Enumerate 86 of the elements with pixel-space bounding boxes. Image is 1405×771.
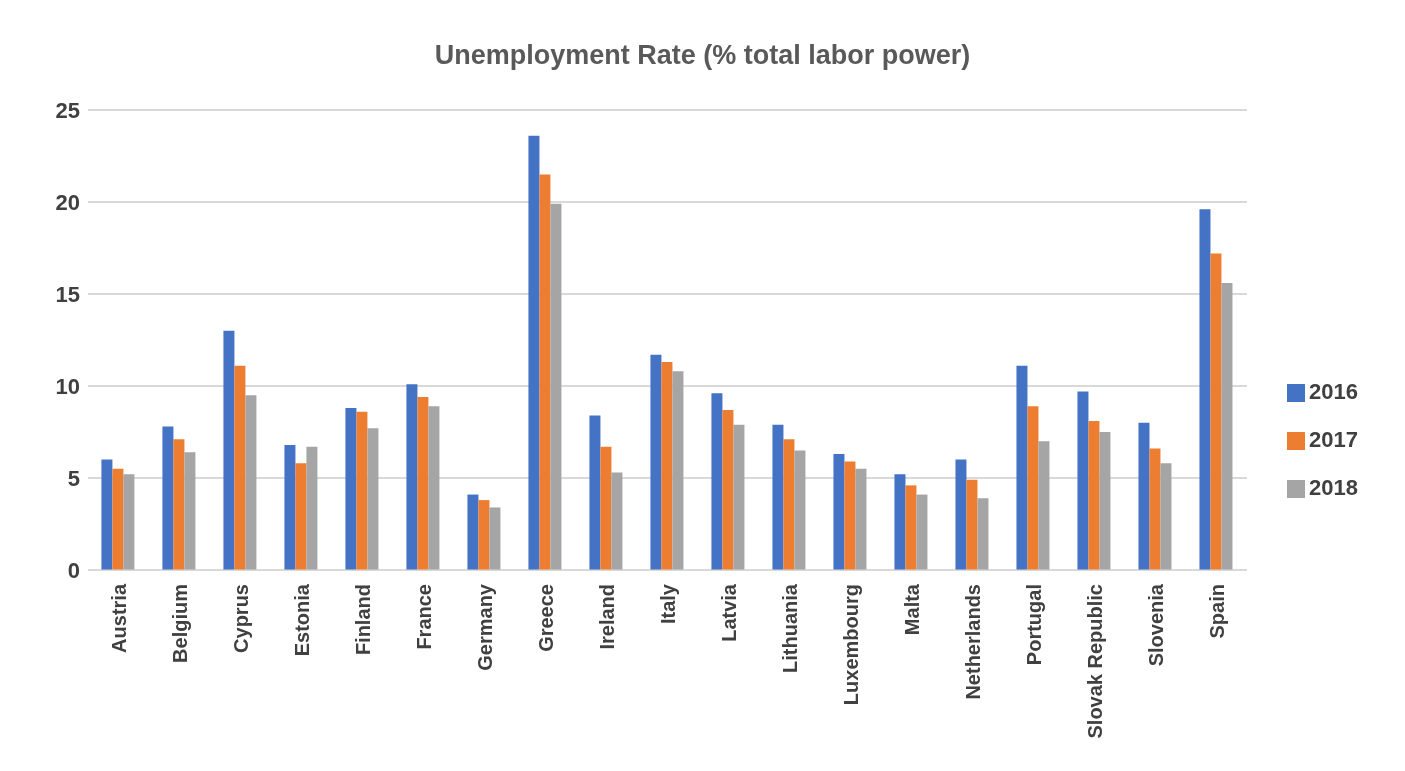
bar <box>711 393 723 570</box>
bar <box>284 444 296 570</box>
x-tick-label: Finland <box>351 584 374 656</box>
bar <box>977 498 989 570</box>
x-tick-label: Malta <box>900 583 923 636</box>
bar <box>1038 441 1050 570</box>
x-tick-label: Austria <box>107 583 130 653</box>
bar <box>1077 391 1089 570</box>
y-tick-label: 10 <box>55 373 80 399</box>
x-tick-label: Spain <box>1205 584 1228 639</box>
x-tick-label: Estonia <box>290 583 313 657</box>
bar <box>905 485 917 570</box>
bar <box>306 446 318 570</box>
x-tick-label: Lithuania <box>778 583 801 673</box>
bar <box>783 439 795 570</box>
bar <box>833 454 845 570</box>
bar <box>428 406 440 570</box>
y-tick-label: 20 <box>55 189 80 215</box>
x-tick-label: Italy <box>656 583 679 625</box>
x-tick-label: Ireland <box>595 584 618 650</box>
bar <box>733 424 745 570</box>
bar <box>184 452 196 570</box>
bar <box>1149 448 1161 570</box>
bar <box>1138 422 1150 570</box>
x-tick-label: Belgium <box>168 584 191 663</box>
bar <box>234 365 246 570</box>
bar <box>295 463 307 570</box>
bar <box>650 354 662 570</box>
bar <box>916 494 928 570</box>
legend-label: 2017 <box>1309 427 1358 452</box>
bar <box>955 459 967 570</box>
x-tick-label: Greece <box>534 584 557 652</box>
bar <box>528 135 540 570</box>
bar <box>467 494 479 570</box>
x-tick-label: Germany <box>473 583 496 671</box>
bar <box>1210 253 1222 570</box>
bar <box>1199 209 1211 570</box>
bar <box>1027 406 1039 570</box>
bar <box>478 500 490 570</box>
bar <box>855 468 867 570</box>
bar <box>406 384 418 570</box>
chart-title: Unemployment Rate (% total labor power) <box>434 40 971 70</box>
bar <box>367 428 379 570</box>
bar <box>223 330 235 570</box>
bar <box>123 474 135 570</box>
bar <box>550 203 562 570</box>
x-tick-label: Luxembourg <box>839 584 862 706</box>
bar <box>417 397 429 570</box>
legend-label: 2016 <box>1309 379 1358 404</box>
bar <box>1160 463 1172 570</box>
x-tick-label: Slovak Republic <box>1083 584 1106 739</box>
bar <box>611 472 623 570</box>
x-tick-label: Cyprus <box>229 584 252 653</box>
bar <box>794 450 806 570</box>
y-tick-label: 25 <box>55 97 80 123</box>
bar <box>661 362 673 570</box>
bar <box>589 415 601 570</box>
bar <box>722 409 734 570</box>
bar <box>1221 282 1233 570</box>
bar <box>101 459 113 570</box>
bar <box>1016 365 1028 570</box>
bar <box>356 411 368 570</box>
bar <box>173 439 185 570</box>
y-tick-label: 5 <box>67 465 80 491</box>
bar <box>345 408 357 570</box>
bar <box>844 461 856 570</box>
bar <box>539 174 551 570</box>
x-tick-label: Netherlands <box>961 584 984 700</box>
legend-label: 2018 <box>1309 475 1358 500</box>
bar <box>1099 432 1111 570</box>
y-tick-label: 15 <box>55 281 80 307</box>
bar <box>112 468 124 570</box>
bar <box>489 507 501 570</box>
x-tick-label: Slovenia <box>1144 583 1167 667</box>
bar <box>672 371 684 570</box>
bar <box>966 479 978 570</box>
x-tick-label: France <box>412 584 435 650</box>
bar <box>245 395 257 570</box>
x-tick-label: Latvia <box>717 583 740 642</box>
bar <box>1088 420 1100 570</box>
x-tick-label: Portugal <box>1022 584 1045 666</box>
y-tick-label: 0 <box>67 557 80 583</box>
bar <box>772 424 784 570</box>
bar <box>600 446 612 570</box>
bar <box>894 474 906 570</box>
bar <box>162 426 174 570</box>
